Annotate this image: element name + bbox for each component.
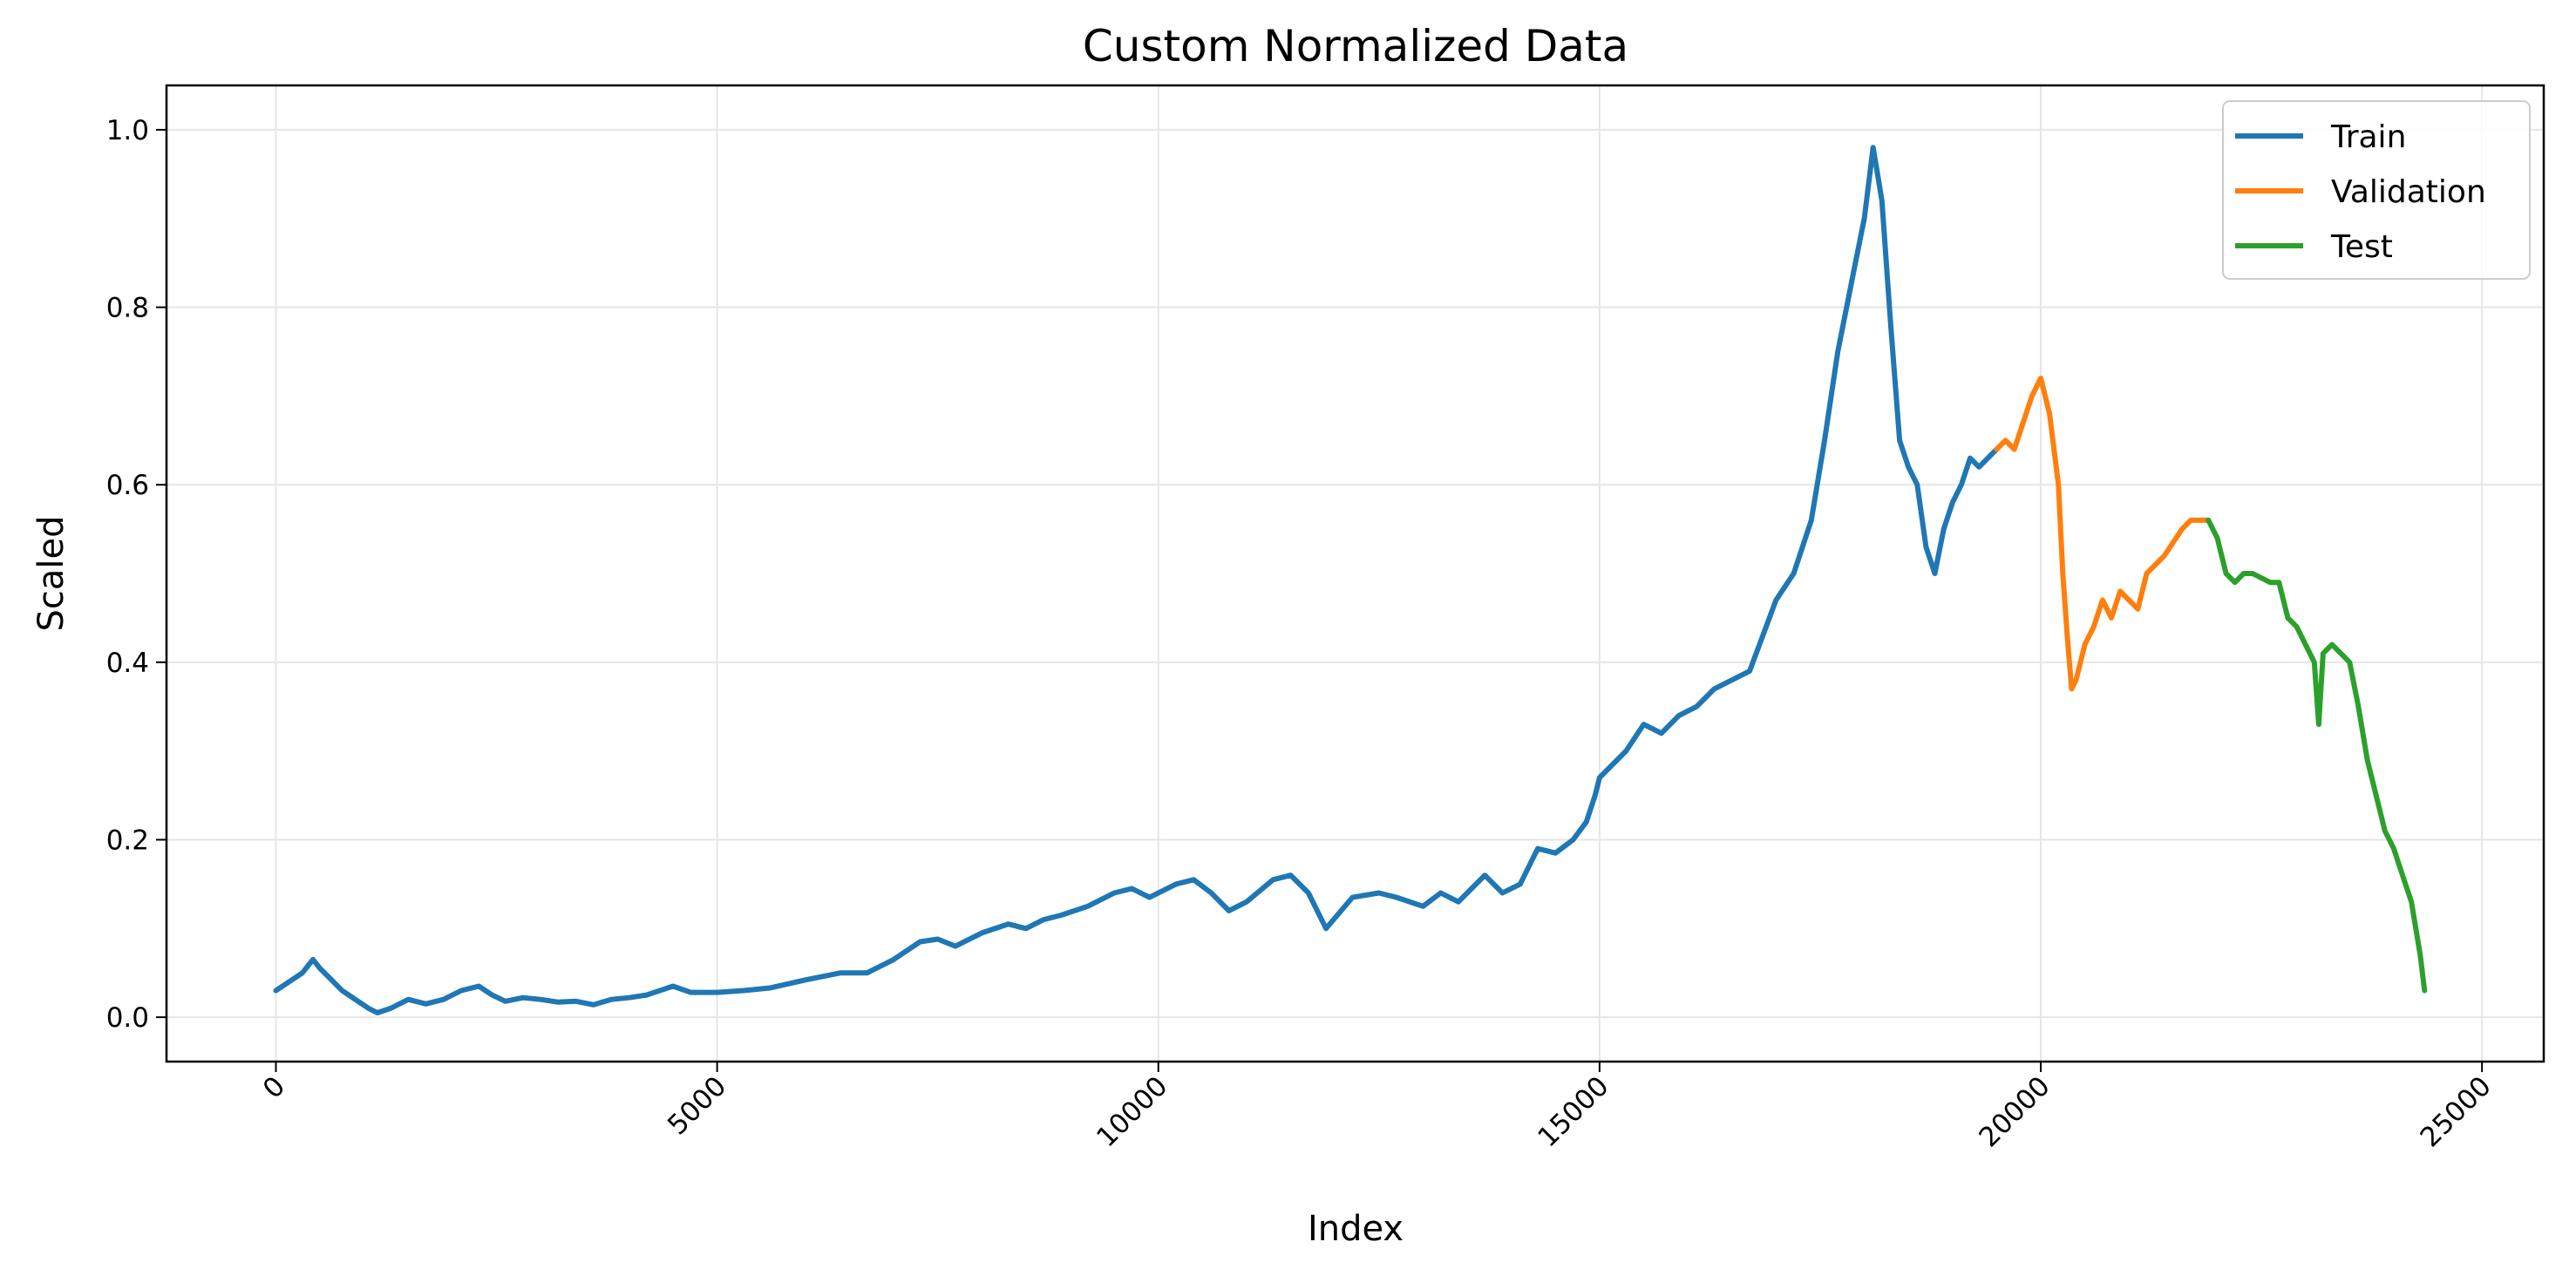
legend-label-test: Test [2330,229,2393,265]
y-axis: 0.0 0.2 0.4 0.6 0.8 1.0 [106,115,167,1034]
legend-label-validation: Validation [2331,174,2486,210]
y-tick-label: 0.4 [106,648,149,679]
y-tick-label: 0.8 [106,293,149,324]
series-line-test [2206,517,2428,994]
y-tick-label: 1.0 [106,115,149,146]
x-axis-label: Index [1308,1209,1404,1249]
legend-label-train: Train [2330,119,2406,155]
y-tick-label: 0.2 [106,825,149,856]
y-tick-label: 0.0 [106,1002,149,1034]
series-lines [273,145,2428,1015]
legend-box [2222,100,2531,280]
chart-title: Custom Normalized Data [1083,21,1628,71]
series-line-train [273,145,2000,1015]
y-tick-label: 0.6 [106,470,149,501]
plot-frame [165,84,2545,1063]
y-axis-label: Scaled [31,515,71,631]
series-line-validation [1994,376,2212,692]
legend: Train Validation Test [2222,100,2531,280]
